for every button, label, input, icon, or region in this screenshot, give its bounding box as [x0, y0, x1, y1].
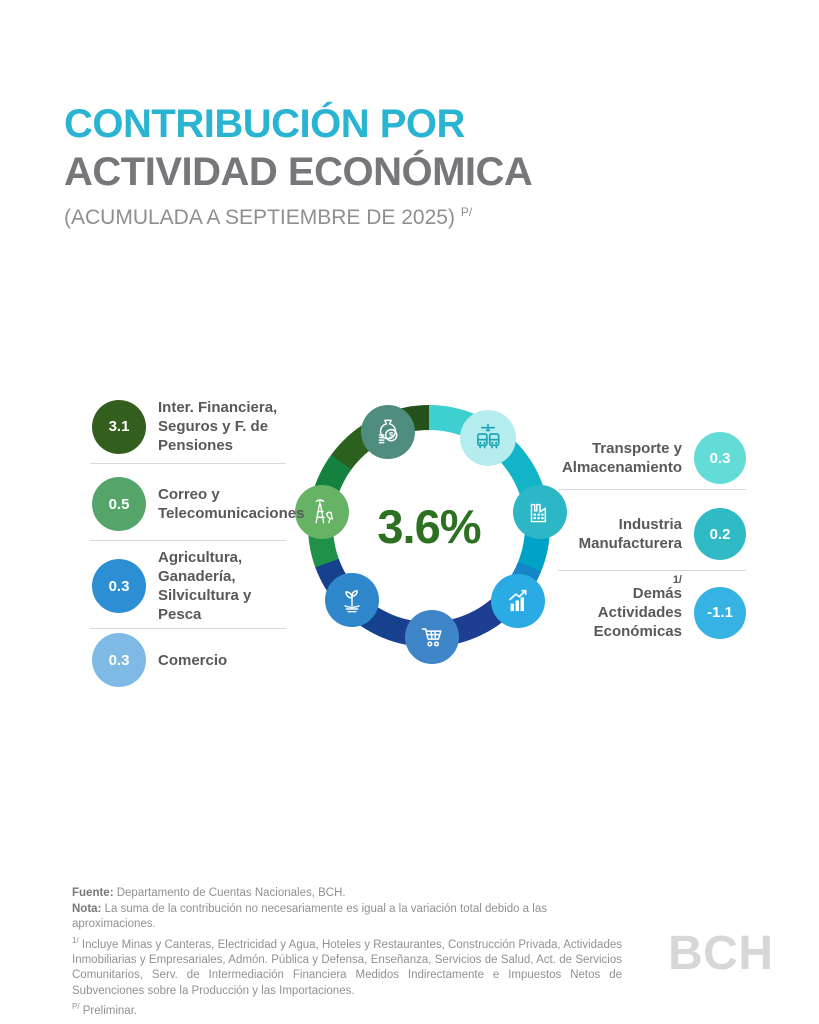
legend-label: Transporte y Almacenamiento [561, 440, 682, 476]
shopping-cart-icon [421, 628, 442, 647]
footnote-superscript: 1/ [672, 574, 682, 586]
growth-chart-icon [509, 589, 527, 612]
legend-item-demas-actividades: 1/ Demás Actividades Económicas -1.1 [554, 574, 746, 641]
page-title-line2: ACTIVIDAD ECONÓMICA [64, 150, 533, 194]
legend-item-financiera: 3.1 Inter. Financiera, Seguros y F. de P… [92, 398, 292, 455]
legend-label: Comercio [158, 651, 228, 669]
money-bag-icon: $ [378, 419, 398, 444]
legend-item-agricultura: 0.3 Agricultura, Ganadería, Silvicultura… [92, 548, 292, 624]
subtitle-text: (ACUMULADA A SEPTIEMBRE DE 2025) [64, 206, 455, 229]
growth-badge [491, 574, 545, 628]
donut-center-value: 3.6% [377, 499, 481, 553]
value-badge: 3.1 [92, 399, 146, 454]
subtitle-superscript: P/ [460, 205, 473, 219]
commerce-badge [405, 610, 459, 664]
source-line: Fuente: Departamento de Cuentas Nacional… [72, 887, 346, 899]
divider [558, 570, 746, 571]
footnote-preliminary: P/ Preliminar. [72, 1002, 138, 1018]
divider [90, 463, 286, 464]
value-badge: 0.3 [92, 633, 146, 687]
telecom-badge [295, 485, 349, 539]
page-title-line1: CONTRIBUCIÓN POR [64, 102, 465, 146]
legend-label: Industria Manufacturera [578, 516, 682, 552]
value-badge: 0.2 [694, 508, 746, 560]
header: CONTRIBUCIÓN POR ACTIVIDAD ECONÓMICA (AC… [64, 100, 533, 232]
footer-notes: Fuente: Departamento de Cuentas Nacional… [72, 886, 622, 1020]
legend-label: Inter. Financiera, Seguros y F. de Pensi… [158, 399, 278, 454]
value-badge: 0.3 [694, 432, 746, 484]
antenna-tower-icon [315, 499, 333, 524]
legend-label: Agricultura, Ganadería, Silvicultura y P… [158, 549, 252, 623]
legend-item-telecomunicaciones: 0.5 Correo y Telecomunicaciones [92, 477, 304, 531]
bch-logo: BCH [668, 927, 774, 980]
finance-badge: $ [361, 405, 415, 459]
legend-item-comercio: 0.3 Comercio [92, 633, 292, 687]
svg-text:$: $ [389, 430, 394, 440]
divider [90, 628, 286, 629]
divider [558, 489, 746, 490]
legend-label: Correo y Telecomunicaciones [158, 486, 305, 522]
legend-label: 1/ Demás Actividades Económicas [554, 574, 682, 641]
transport-badge [460, 410, 516, 466]
legend-item-industria: Industria Manufacturera 0.2 [554, 508, 746, 560]
industry-badge [513, 485, 567, 539]
value-badge: 0.3 [92, 559, 146, 613]
transport-vehicles-icon [477, 423, 500, 449]
footnote-1: 1/ Incluye Minas y Canteras, Electricida… [72, 935, 622, 997]
plant-sprout-icon [344, 590, 360, 613]
legend-item-transporte: Transporte y Almacenamiento 0.3 [554, 432, 746, 484]
divider [90, 540, 286, 541]
value-badge: 0.5 [92, 477, 146, 531]
note-line: Nota: La suma de la contribución no nece… [72, 902, 547, 931]
page-subtitle: (ACUMULADA A SEPTIEMBRE DE 2025) P/ [64, 198, 532, 232]
value-badge: -1.1 [694, 586, 746, 639]
factory-icon [530, 503, 547, 523]
agriculture-badge [325, 573, 379, 627]
